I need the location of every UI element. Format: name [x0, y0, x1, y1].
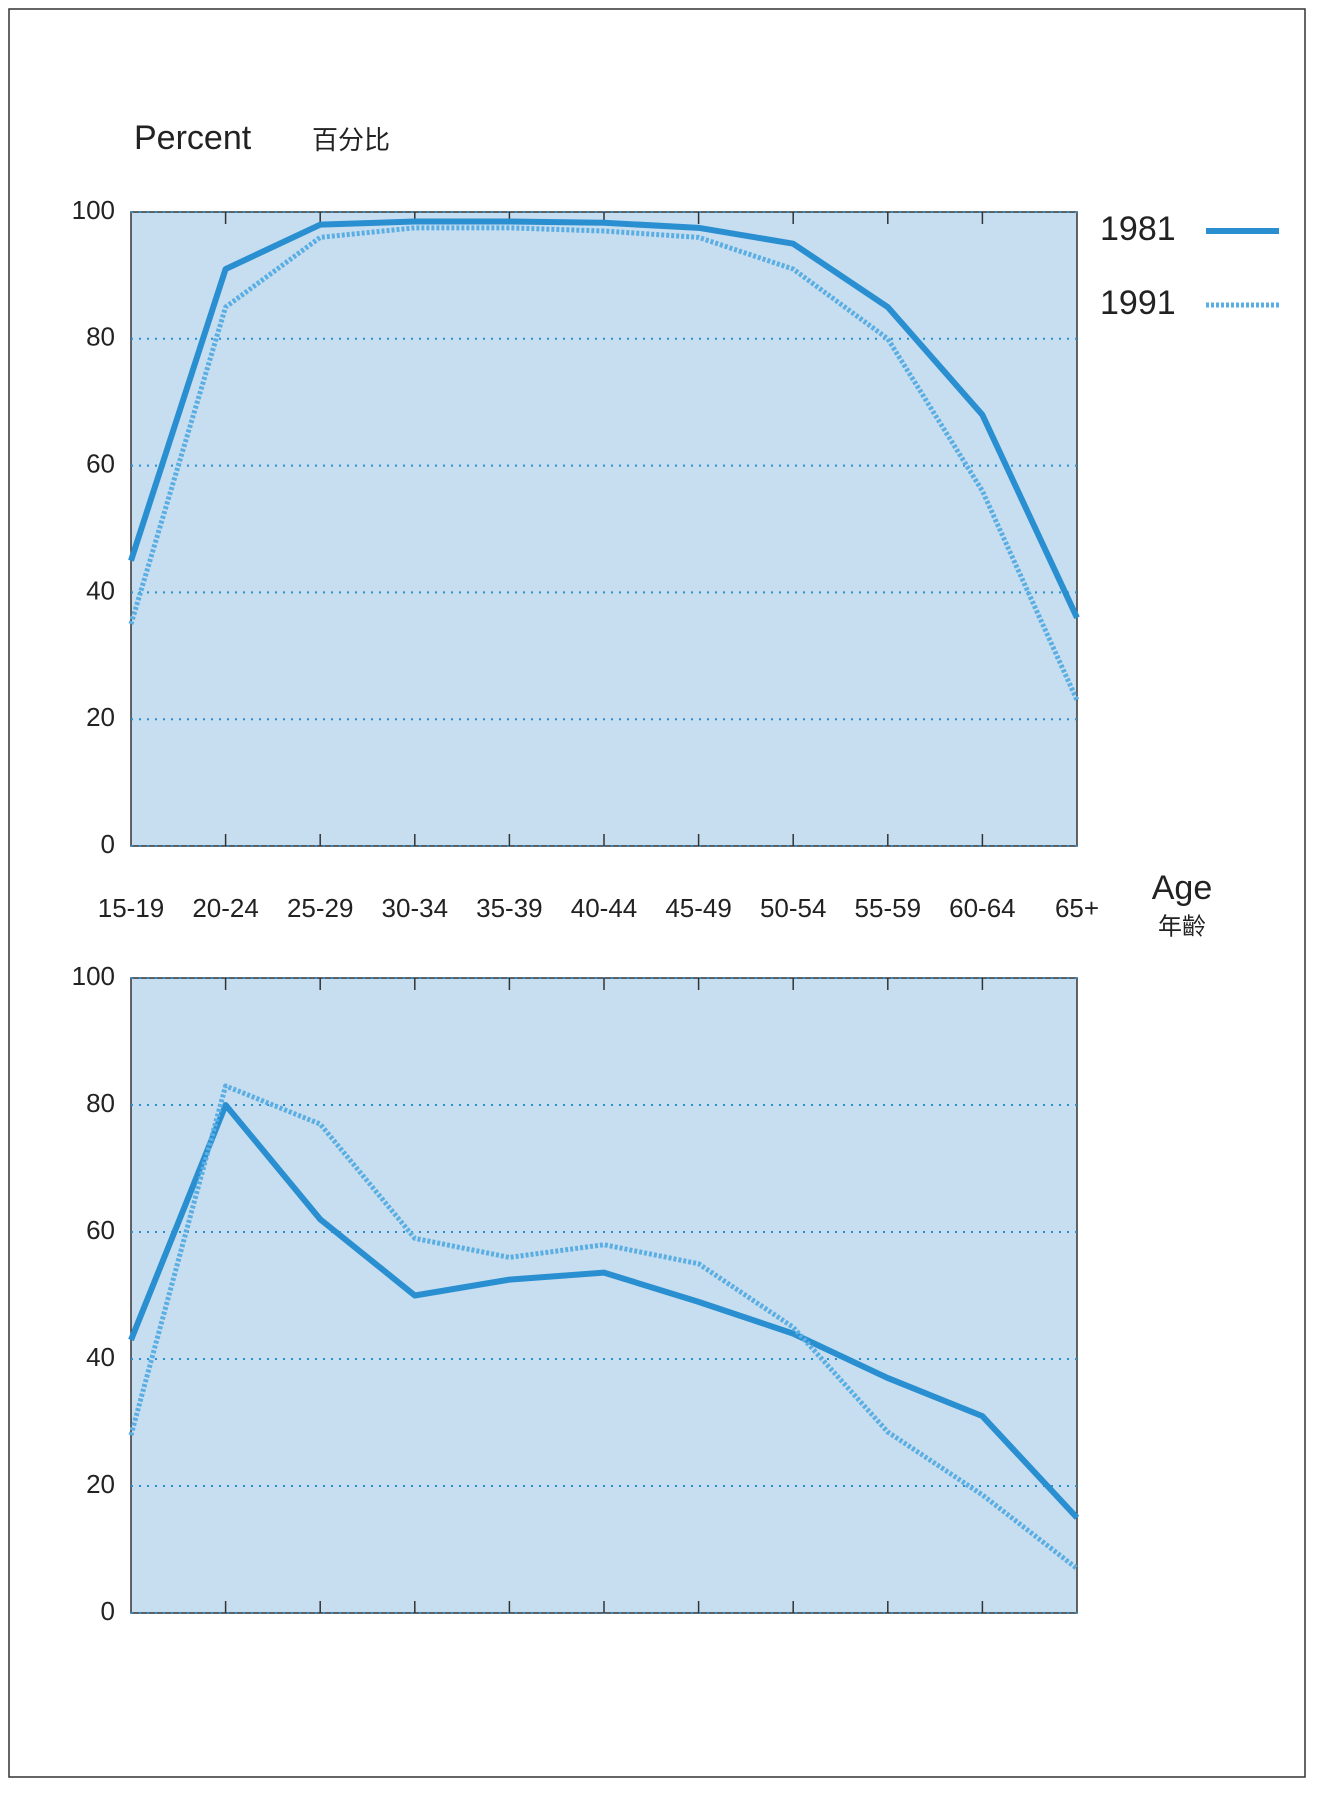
x-tick-label: 65+ — [1055, 893, 1099, 923]
y-tick-label: 60 — [86, 448, 115, 478]
legend-label: 1981 — [1100, 210, 1176, 248]
x-tick-label: 20-24 — [192, 893, 259, 923]
x-tick-label: 50-54 — [760, 893, 827, 923]
plot-area — [130, 977, 1078, 1614]
y-tick-label: 60 — [86, 1215, 115, 1245]
y-tick-label: 100 — [72, 195, 115, 225]
y-tick-label: 100 — [72, 961, 115, 991]
y-label: Percent — [134, 119, 252, 157]
series-line — [128, 218, 1080, 620]
x-tick-label: 25-29 — [287, 893, 354, 923]
y-tick-label: 40 — [86, 1342, 115, 1372]
x-tick-label: 40-44 — [571, 893, 638, 923]
y-tick-label: 80 — [86, 322, 115, 352]
x-tick-label: 55-59 — [855, 893, 922, 923]
x-tick-label: 45-49 — [665, 893, 732, 923]
x-label-zh: 年齡 — [1158, 913, 1206, 940]
y-tick-label: 0 — [101, 1596, 115, 1626]
y-tick-label: 20 — [86, 702, 115, 732]
x-label: Age — [1152, 869, 1213, 907]
series-line — [128, 1102, 1080, 1520]
x-tick-label: 35-39 — [476, 893, 543, 923]
y-tick-label: 40 — [86, 575, 115, 605]
x-tick-label: 30-34 — [382, 893, 449, 923]
y-tick-label: 80 — [86, 1088, 115, 1118]
x-tick-label: 15-19 — [98, 893, 165, 923]
series-line — [128, 225, 1080, 702]
y-tick-label: 0 — [101, 829, 115, 859]
legend-label: 1991 — [1100, 284, 1176, 322]
plot-area — [130, 211, 1078, 847]
y-tick-label: 20 — [86, 1469, 115, 1499]
x-tick-label: 60-64 — [949, 893, 1016, 923]
y-label-zh: 百分比 — [312, 125, 390, 155]
